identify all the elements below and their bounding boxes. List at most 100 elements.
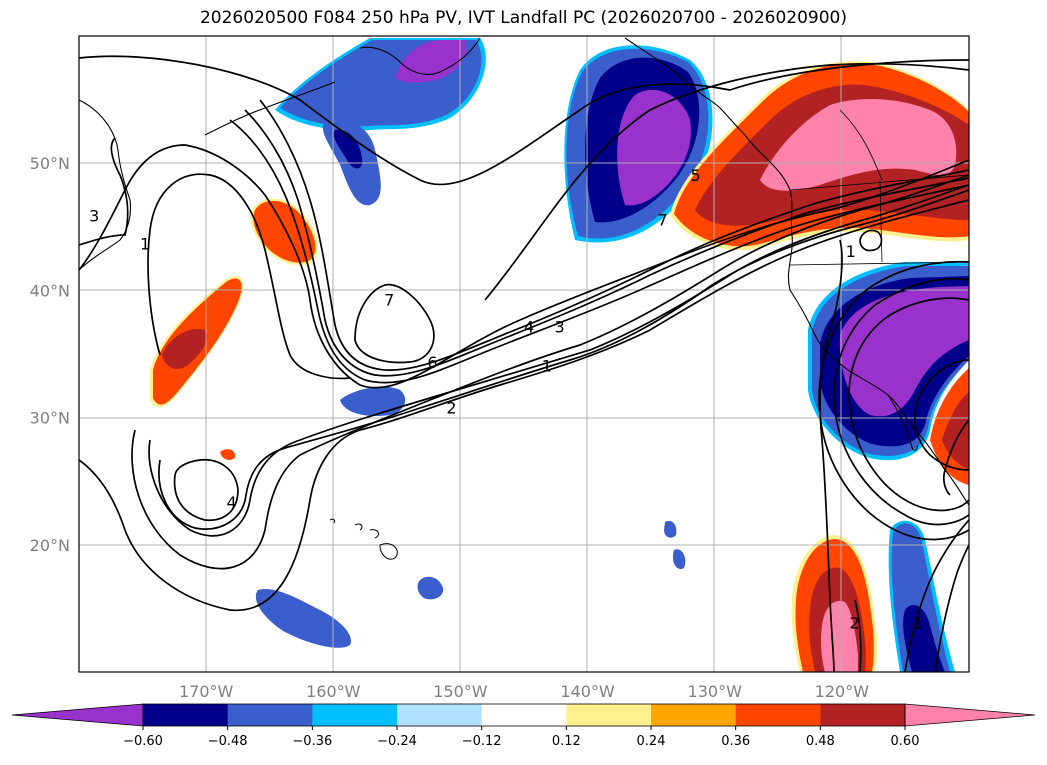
colorbar-tick-label: 0.60 bbox=[891, 734, 920, 749]
negative-anomaly-south-4 bbox=[672, 549, 686, 570]
pv-contour-se-2 bbox=[833, 277, 969, 526]
gridlines bbox=[79, 36, 969, 672]
us-canada-border bbox=[789, 174, 969, 191]
hawaii-island-3 bbox=[369, 529, 380, 539]
baja-coastline bbox=[887, 394, 919, 451]
colorbar-extend-min bbox=[11, 703, 144, 727]
colorbar-swatch bbox=[651, 704, 737, 726]
pv-contour-7-closed bbox=[354, 283, 435, 364]
positive-anomaly-pacific-northwest-core bbox=[760, 98, 957, 191]
political-borders bbox=[789, 109, 969, 266]
negative-anomaly-eastern-subtropics-core bbox=[903, 605, 945, 672]
colorbar-tick-label: −0.12 bbox=[462, 734, 502, 749]
colorbar-tick-label: −0.60 bbox=[123, 734, 163, 749]
negative-anomaly-subtropical bbox=[340, 386, 406, 417]
pv-contours bbox=[79, 55, 969, 672]
colorbar: −0.60 −0.48 −0.36 −0.24 −0.12 0.12 0.24 0.36 0.4… bbox=[11, 703, 1036, 749]
colorbar-tick-label: 0.48 bbox=[806, 734, 835, 749]
negative-anomaly-south-2 bbox=[417, 576, 444, 600]
longitude-labels: 170°W 160°W 150°W 140°W 130°W 120°W bbox=[179, 682, 869, 701]
pv-contour-se-9 bbox=[942, 419, 969, 496]
contour-label: 2 bbox=[446, 399, 456, 418]
coastlines bbox=[79, 37, 969, 506]
pv-contour-se-6 bbox=[854, 599, 862, 672]
negative-anomaly-aleutians-core bbox=[395, 40, 466, 83]
pv-contour-5 bbox=[148, 184, 969, 537]
positive-anomaly-western-pacific-small bbox=[220, 449, 236, 460]
pv-contour-outer-1 bbox=[79, 55, 969, 186]
pv-contour-3 bbox=[79, 199, 969, 612]
colorbar-tick-label: 0.12 bbox=[552, 734, 581, 749]
islands bbox=[329, 518, 398, 560]
colorbar-extend-max bbox=[904, 703, 1036, 727]
latitude-labels: 50°N 40°N 30°N 20°N bbox=[30, 154, 70, 555]
contour-label: 2 bbox=[849, 614, 859, 633]
latitude-label: 20°N bbox=[30, 536, 70, 555]
contour-labels: 3 1 7 6 4 3 1 2 4 7 5 1 2 1 bbox=[89, 166, 923, 633]
positive-anomaly-western-pacific-2-core bbox=[162, 328, 208, 369]
pv-contour-9 bbox=[244, 109, 969, 377]
kamchatka-coastline bbox=[79, 99, 132, 271]
contour-label: 1 bbox=[913, 614, 923, 633]
latitude-label: 40°N bbox=[30, 281, 70, 300]
hawaii-island-4 bbox=[379, 543, 398, 560]
map-frame bbox=[78, 35, 970, 673]
colorbar-swatch bbox=[566, 704, 652, 726]
colorbar-frame bbox=[142, 703, 906, 727]
pv-contour-6 bbox=[173, 459, 239, 521]
colorbar-tick-label: −0.24 bbox=[377, 734, 417, 749]
pv-contour-se-5 bbox=[819, 239, 843, 672]
pv-contour-ne-loop bbox=[859, 229, 883, 252]
contour-label: 1 bbox=[542, 357, 552, 376]
longitude-label: 130°W bbox=[688, 682, 743, 701]
contour-label: 3 bbox=[89, 207, 99, 226]
negative-anomaly-california-core bbox=[839, 286, 969, 417]
pv-contour-12 bbox=[147, 173, 351, 380]
longitude-label: 120°W bbox=[815, 682, 870, 701]
colorbar-tick-label: 0.36 bbox=[721, 734, 750, 749]
colorbar-swatch bbox=[312, 704, 398, 726]
pv-contour-8 bbox=[229, 119, 969, 384]
contour-label: 1 bbox=[846, 242, 856, 261]
positive-anomaly-mexico-coast-core bbox=[942, 392, 969, 470]
positive-anomaly-western-pacific-1-core bbox=[253, 200, 316, 263]
colorbar-tick-label: 0.24 bbox=[637, 734, 666, 749]
colorbar-swatch bbox=[397, 704, 483, 726]
longitude-label: 150°W bbox=[433, 682, 488, 701]
pv-contour-11 bbox=[484, 62, 969, 301]
aleutian-chain bbox=[204, 81, 336, 136]
contour-label: 6 bbox=[427, 353, 437, 372]
longitude-label: 170°W bbox=[179, 682, 234, 701]
contour-label: 4 bbox=[524, 317, 534, 336]
pv-contour-7 bbox=[158, 189, 969, 530]
hawaii-island-1 bbox=[329, 518, 336, 524]
pv-contour-se-1 bbox=[848, 297, 969, 512]
colorbar-swatch bbox=[735, 704, 821, 726]
colorbar-swatch bbox=[481, 704, 567, 726]
contour-label: 4 bbox=[226, 493, 236, 512]
pv-contour-se-8 bbox=[934, 544, 969, 672]
north-america-coastline bbox=[624, 37, 969, 506]
colorbar-swatch bbox=[227, 704, 313, 726]
latitude-label: 50°N bbox=[30, 154, 70, 173]
longitude-label: 160°W bbox=[306, 682, 361, 701]
pv-contour-10 bbox=[259, 99, 969, 371]
contour-label: 7 bbox=[657, 210, 667, 229]
map-title: 2026020500 F084 250 hPa PV, IVT Landfall… bbox=[199, 8, 847, 28]
colorbar-tick-label: −0.48 bbox=[208, 734, 248, 749]
hawaii-island-2 bbox=[354, 523, 363, 531]
contour-label: 5 bbox=[691, 166, 701, 185]
state-border-3 bbox=[839, 109, 883, 181]
negative-anomaly-gulf-of-alaska-core bbox=[617, 89, 691, 206]
negative-anomaly-north-pacific-core bbox=[333, 129, 363, 169]
pv-contour-se-4 bbox=[913, 359, 969, 471]
pv-contour-13 bbox=[79, 137, 129, 246]
pv-contour-4 bbox=[131, 174, 969, 570]
colorbar-swatch bbox=[820, 704, 906, 726]
negative-anomaly-south-1 bbox=[255, 589, 351, 648]
negative-anomaly-south-3 bbox=[664, 520, 677, 538]
pv-contour-se-7 bbox=[904, 519, 969, 672]
colorbar-tick-label: −0.36 bbox=[292, 734, 332, 749]
pv-filled-regions bbox=[150, 38, 969, 672]
